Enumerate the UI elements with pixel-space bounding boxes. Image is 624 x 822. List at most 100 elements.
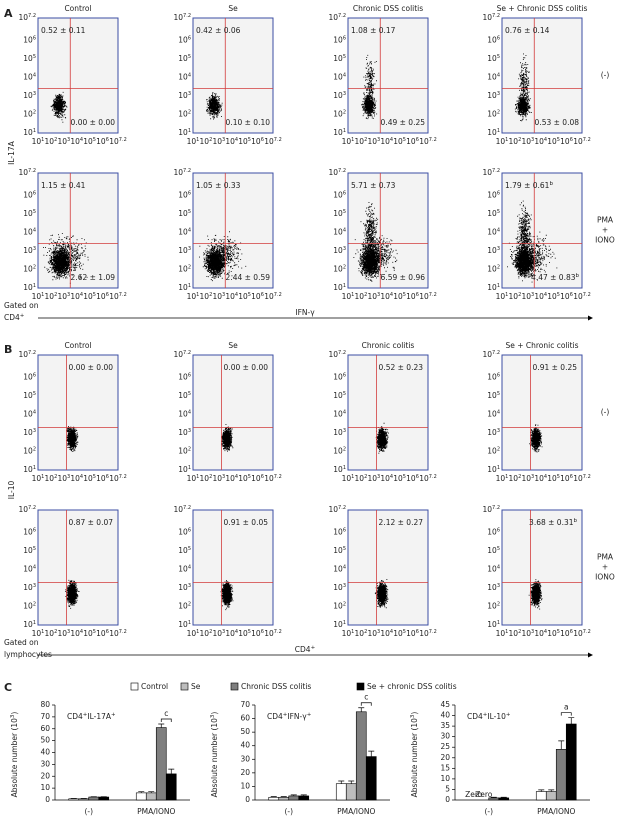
- x-axis-label: IFN-γ: [295, 308, 315, 317]
- quadrant-value-part: 0.00 ± 0.00: [224, 363, 269, 372]
- error-bar: [558, 740, 565, 750]
- tick-base: 10: [419, 474, 429, 483]
- tick-label: 106: [96, 292, 109, 302]
- y-tick-label: 10: [240, 781, 250, 790]
- tick-label: 106: [333, 190, 346, 200]
- tick-exponent: 5: [403, 137, 406, 143]
- tick-exponent: 3: [33, 245, 36, 251]
- chart-title-part: +: [83, 712, 88, 718]
- tick-base: 10: [212, 474, 222, 483]
- tick-label: 102: [333, 446, 346, 456]
- tick-exponent: 7.2: [429, 474, 437, 480]
- tick-exponent: 2: [33, 109, 36, 115]
- tick-exponent: 5: [403, 292, 406, 298]
- tick-exponent: 2: [188, 601, 191, 607]
- tick-label: 101: [333, 620, 346, 630]
- tick-base: 10: [264, 137, 274, 146]
- tick-base: 10: [174, 13, 184, 22]
- significance-bracket: [160, 718, 172, 722]
- tick-exponent: 5: [497, 53, 500, 59]
- tick-label: 101: [178, 128, 191, 138]
- tick-base: 10: [23, 264, 33, 273]
- tick-base: 10: [333, 35, 343, 44]
- bar: [288, 795, 300, 801]
- tick-label: 103: [367, 137, 380, 147]
- tick-base: 10: [487, 109, 497, 118]
- tick-base: 10: [333, 128, 343, 137]
- tick-label: 106: [23, 372, 36, 382]
- tick-base: 10: [487, 546, 497, 555]
- tick-exponent: 5: [248, 474, 251, 480]
- tick-base: 10: [333, 283, 343, 292]
- y-tick-label: 10: [440, 774, 450, 783]
- tick-exponent: 3: [222, 137, 225, 143]
- tick-base: 10: [19, 168, 29, 177]
- tick-exponent: 4: [188, 564, 191, 570]
- tick-base: 10: [178, 564, 188, 573]
- gate-label-part: Gated on: [4, 638, 39, 647]
- tick-base: 10: [342, 629, 352, 638]
- event-cloud: [43, 233, 89, 284]
- tick-exponent: 3: [67, 474, 70, 480]
- tick-base: 10: [200, 292, 210, 301]
- tick-base: 10: [487, 54, 497, 63]
- gate-label-part: +: [20, 313, 25, 319]
- y-tick-label: 40: [440, 711, 450, 720]
- tick-exponent: 1: [351, 629, 354, 635]
- tick-base: 10: [178, 391, 188, 400]
- quadrant-value-part: 0.91 ± 0.25: [533, 363, 578, 372]
- tick-base: 10: [333, 527, 343, 536]
- tick-base: 10: [23, 465, 33, 474]
- tick-exponent: 4: [544, 474, 547, 480]
- y-tick-label: 60: [240, 714, 250, 723]
- quadrant-value-part: 0.49 ± 0.25: [381, 118, 426, 127]
- quadrant-value: 0.87 ± 0.07: [69, 518, 114, 527]
- tick-label: 105: [487, 208, 500, 218]
- tick-exponent: 6: [343, 527, 346, 533]
- tick-exponent: 5: [403, 629, 406, 635]
- tick-label: 102: [355, 629, 368, 639]
- tick-exponent: 1: [41, 137, 44, 143]
- tick-exponent: 4: [235, 292, 238, 298]
- tick-exponent: 6: [570, 292, 573, 298]
- tick-base: 10: [487, 246, 497, 255]
- tick-base: 10: [178, 209, 188, 218]
- x-tick-label: (-): [284, 807, 293, 816]
- tick-exponent: 3: [343, 582, 346, 588]
- tick-base: 10: [23, 446, 33, 455]
- chart-title-part: IFN-γ: [287, 712, 307, 721]
- tick-base: 10: [487, 264, 497, 273]
- tick-exponent: 7.2: [28, 350, 36, 356]
- tick-base: 10: [406, 292, 416, 301]
- tick-base: 10: [521, 292, 531, 301]
- tick-base: 10: [355, 292, 365, 301]
- tick-label: 103: [333, 245, 346, 255]
- tick-label: 103: [367, 292, 380, 302]
- tick-base: 10: [367, 137, 377, 146]
- tick-label: 106: [487, 372, 500, 382]
- y-tick-label: 20: [40, 771, 50, 780]
- tick-base: 10: [23, 391, 33, 400]
- tick-label: 103: [178, 427, 191, 437]
- tick-base: 10: [521, 474, 531, 483]
- quadrant-value-part: 1.79 ± 0.61: [505, 181, 550, 190]
- tick-base: 10: [23, 209, 33, 218]
- tick-label: 101: [32, 474, 45, 484]
- tick-base: 10: [547, 474, 557, 483]
- tick-exponent: 3: [222, 474, 225, 480]
- tick-label: 107.2: [109, 137, 127, 147]
- tick-base: 10: [367, 292, 377, 301]
- tick-label: 102: [23, 601, 36, 611]
- tick-exponent: 2: [33, 446, 36, 452]
- tick-label: 102: [45, 629, 58, 639]
- chart-title: CD4+IL-10+: [467, 712, 511, 722]
- tick-label: 102: [45, 474, 58, 484]
- tick-exponent: 6: [188, 527, 191, 533]
- tick-base: 10: [573, 629, 583, 638]
- tick-exponent: 2: [188, 109, 191, 115]
- chart-title-part: IL-17A: [87, 712, 112, 721]
- plot-area: [192, 509, 274, 626]
- bar: [498, 797, 510, 801]
- y-axis-label: IL-10: [7, 481, 16, 500]
